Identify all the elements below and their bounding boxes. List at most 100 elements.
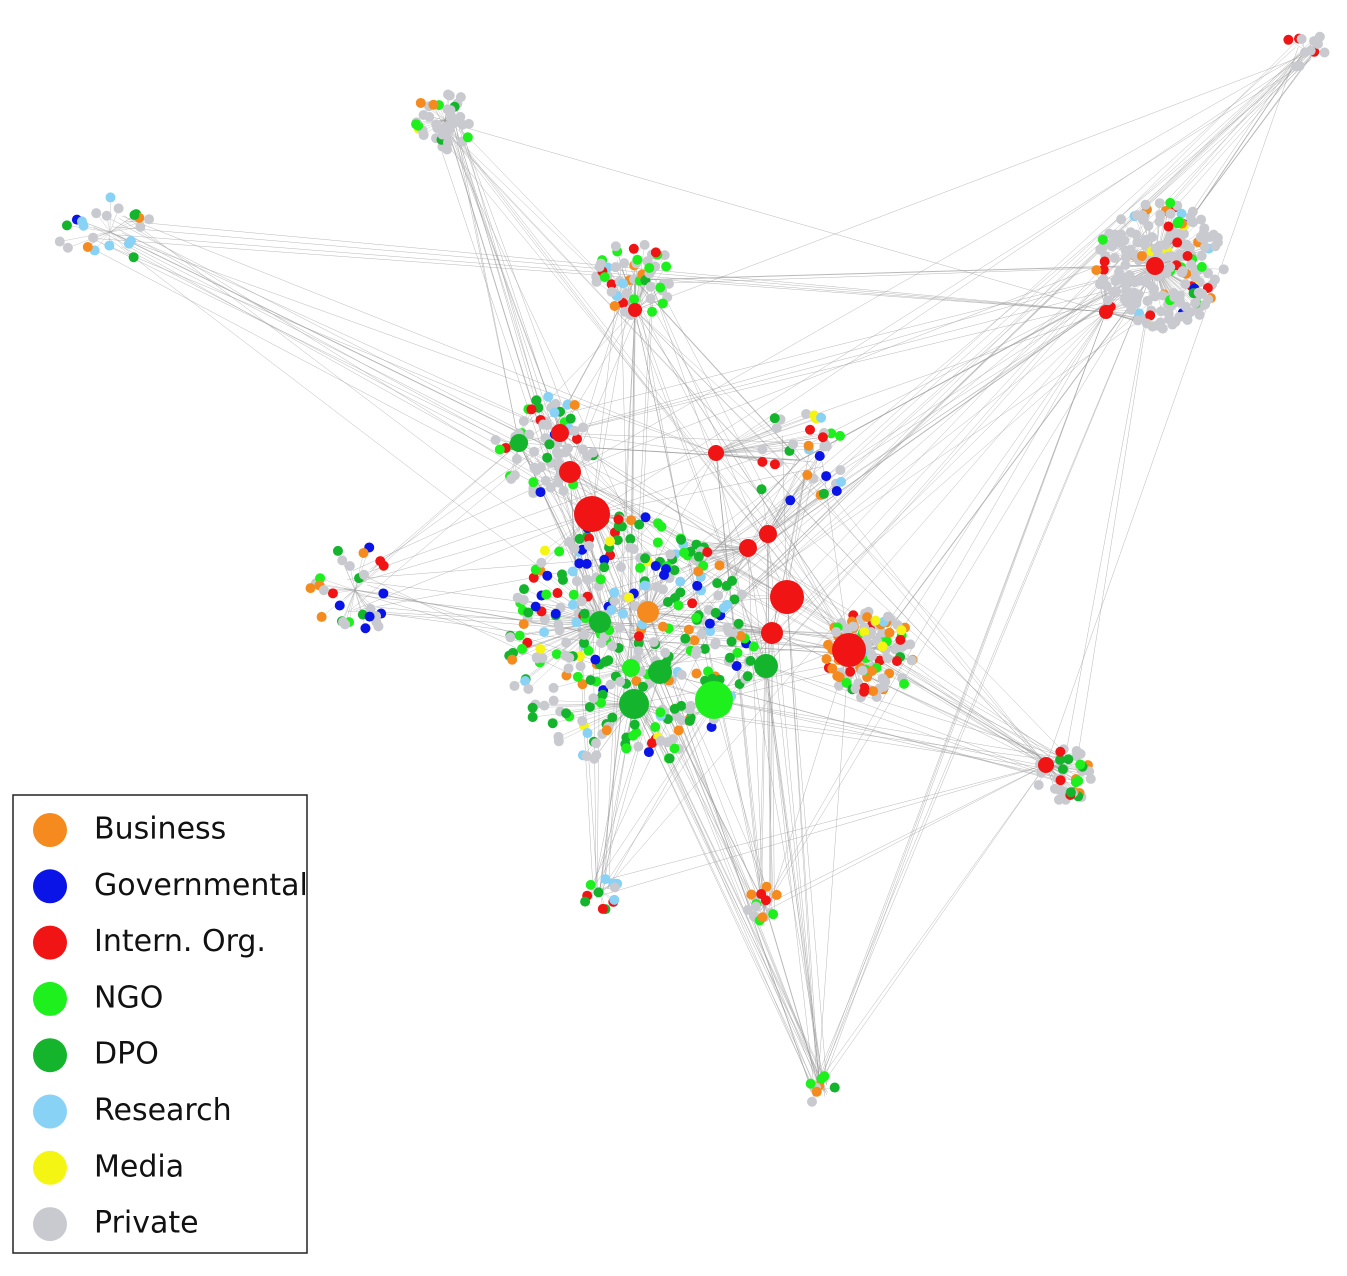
- node: [315, 573, 326, 584]
- node: [530, 564, 541, 575]
- node: [1033, 780, 1044, 791]
- edge: [816, 311, 1107, 1093]
- node: [769, 413, 780, 424]
- node: [814, 450, 825, 461]
- edge: [812, 311, 1107, 1096]
- node: [866, 650, 877, 661]
- node: [617, 608, 628, 619]
- node: [722, 599, 733, 610]
- edge: [767, 469, 841, 535]
- node: [637, 681, 648, 692]
- node: [1099, 256, 1110, 267]
- node: [1196, 214, 1207, 225]
- node: [667, 734, 678, 745]
- node: [581, 558, 592, 569]
- node: [597, 903, 608, 914]
- node: [619, 258, 630, 269]
- node: [1177, 265, 1188, 276]
- edge: [342, 589, 356, 622]
- node: [1125, 244, 1136, 255]
- node: [613, 514, 624, 525]
- legend-label: DPO: [94, 1037, 159, 1072]
- edge: [761, 533, 769, 906]
- node: [518, 416, 529, 427]
- node: [547, 718, 558, 729]
- edge: [765, 665, 774, 900]
- node: [655, 282, 666, 293]
- node: [1116, 214, 1127, 225]
- node: [619, 306, 630, 317]
- node: [584, 701, 595, 712]
- node: [549, 407, 560, 418]
- edge: [449, 128, 769, 535]
- edge: [770, 632, 773, 897]
- node: [891, 656, 902, 667]
- node: [811, 1086, 822, 1097]
- node: [1319, 47, 1330, 58]
- edge: [109, 226, 141, 233]
- edge: [715, 415, 815, 454]
- node: [1125, 227, 1136, 238]
- node: [600, 874, 611, 885]
- node: [633, 638, 644, 649]
- node: [736, 589, 747, 600]
- edge: [369, 432, 561, 570]
- node: [507, 654, 518, 665]
- node: [365, 603, 376, 614]
- node: [360, 623, 371, 634]
- node: [553, 619, 564, 630]
- node: [1155, 209, 1166, 220]
- edge: [451, 116, 520, 444]
- node: [1103, 295, 1114, 306]
- node: [595, 574, 606, 585]
- node: [599, 562, 610, 573]
- node: [1038, 757, 1054, 773]
- node: [510, 434, 528, 452]
- node: [684, 715, 695, 726]
- node: [628, 243, 639, 254]
- edge: [821, 311, 1107, 1087]
- node: [835, 430, 846, 441]
- node: [494, 444, 505, 455]
- edge: [630, 54, 1309, 669]
- node: [445, 105, 456, 116]
- edge: [341, 589, 356, 622]
- legend-label: Intern. Org.: [94, 924, 266, 959]
- node: [590, 654, 601, 665]
- edge: [599, 289, 1130, 623]
- edge: [786, 596, 828, 1085]
- node: [1065, 787, 1076, 798]
- node: [1121, 297, 1132, 308]
- node: [660, 563, 671, 574]
- node: [564, 652, 575, 663]
- edge: [591, 59, 1311, 515]
- node: [661, 261, 672, 272]
- node: [568, 589, 579, 600]
- node: [575, 661, 586, 672]
- node: [577, 715, 588, 726]
- node: [599, 554, 610, 565]
- node: [123, 238, 134, 249]
- legend: Business Governmental Intern. Org. NGO DPO Re…: [12, 794, 308, 1254]
- edge: [713, 699, 1079, 783]
- node: [878, 681, 889, 692]
- node: [1193, 287, 1204, 298]
- node: [1126, 304, 1137, 315]
- node: [1091, 265, 1102, 276]
- node: [683, 624, 694, 635]
- edge: [597, 311, 1107, 899]
- edge: [532, 703, 635, 708]
- node: [713, 590, 724, 601]
- node: [523, 607, 534, 618]
- node: [535, 487, 546, 498]
- node: [882, 653, 893, 664]
- node: [831, 627, 842, 638]
- legend-swatch: [33, 1150, 67, 1185]
- edge: [1075, 265, 1156, 770]
- node: [1202, 268, 1213, 279]
- node: [1165, 262, 1176, 273]
- node: [526, 404, 537, 415]
- edge: [869, 264, 1161, 656]
- node: [562, 399, 573, 410]
